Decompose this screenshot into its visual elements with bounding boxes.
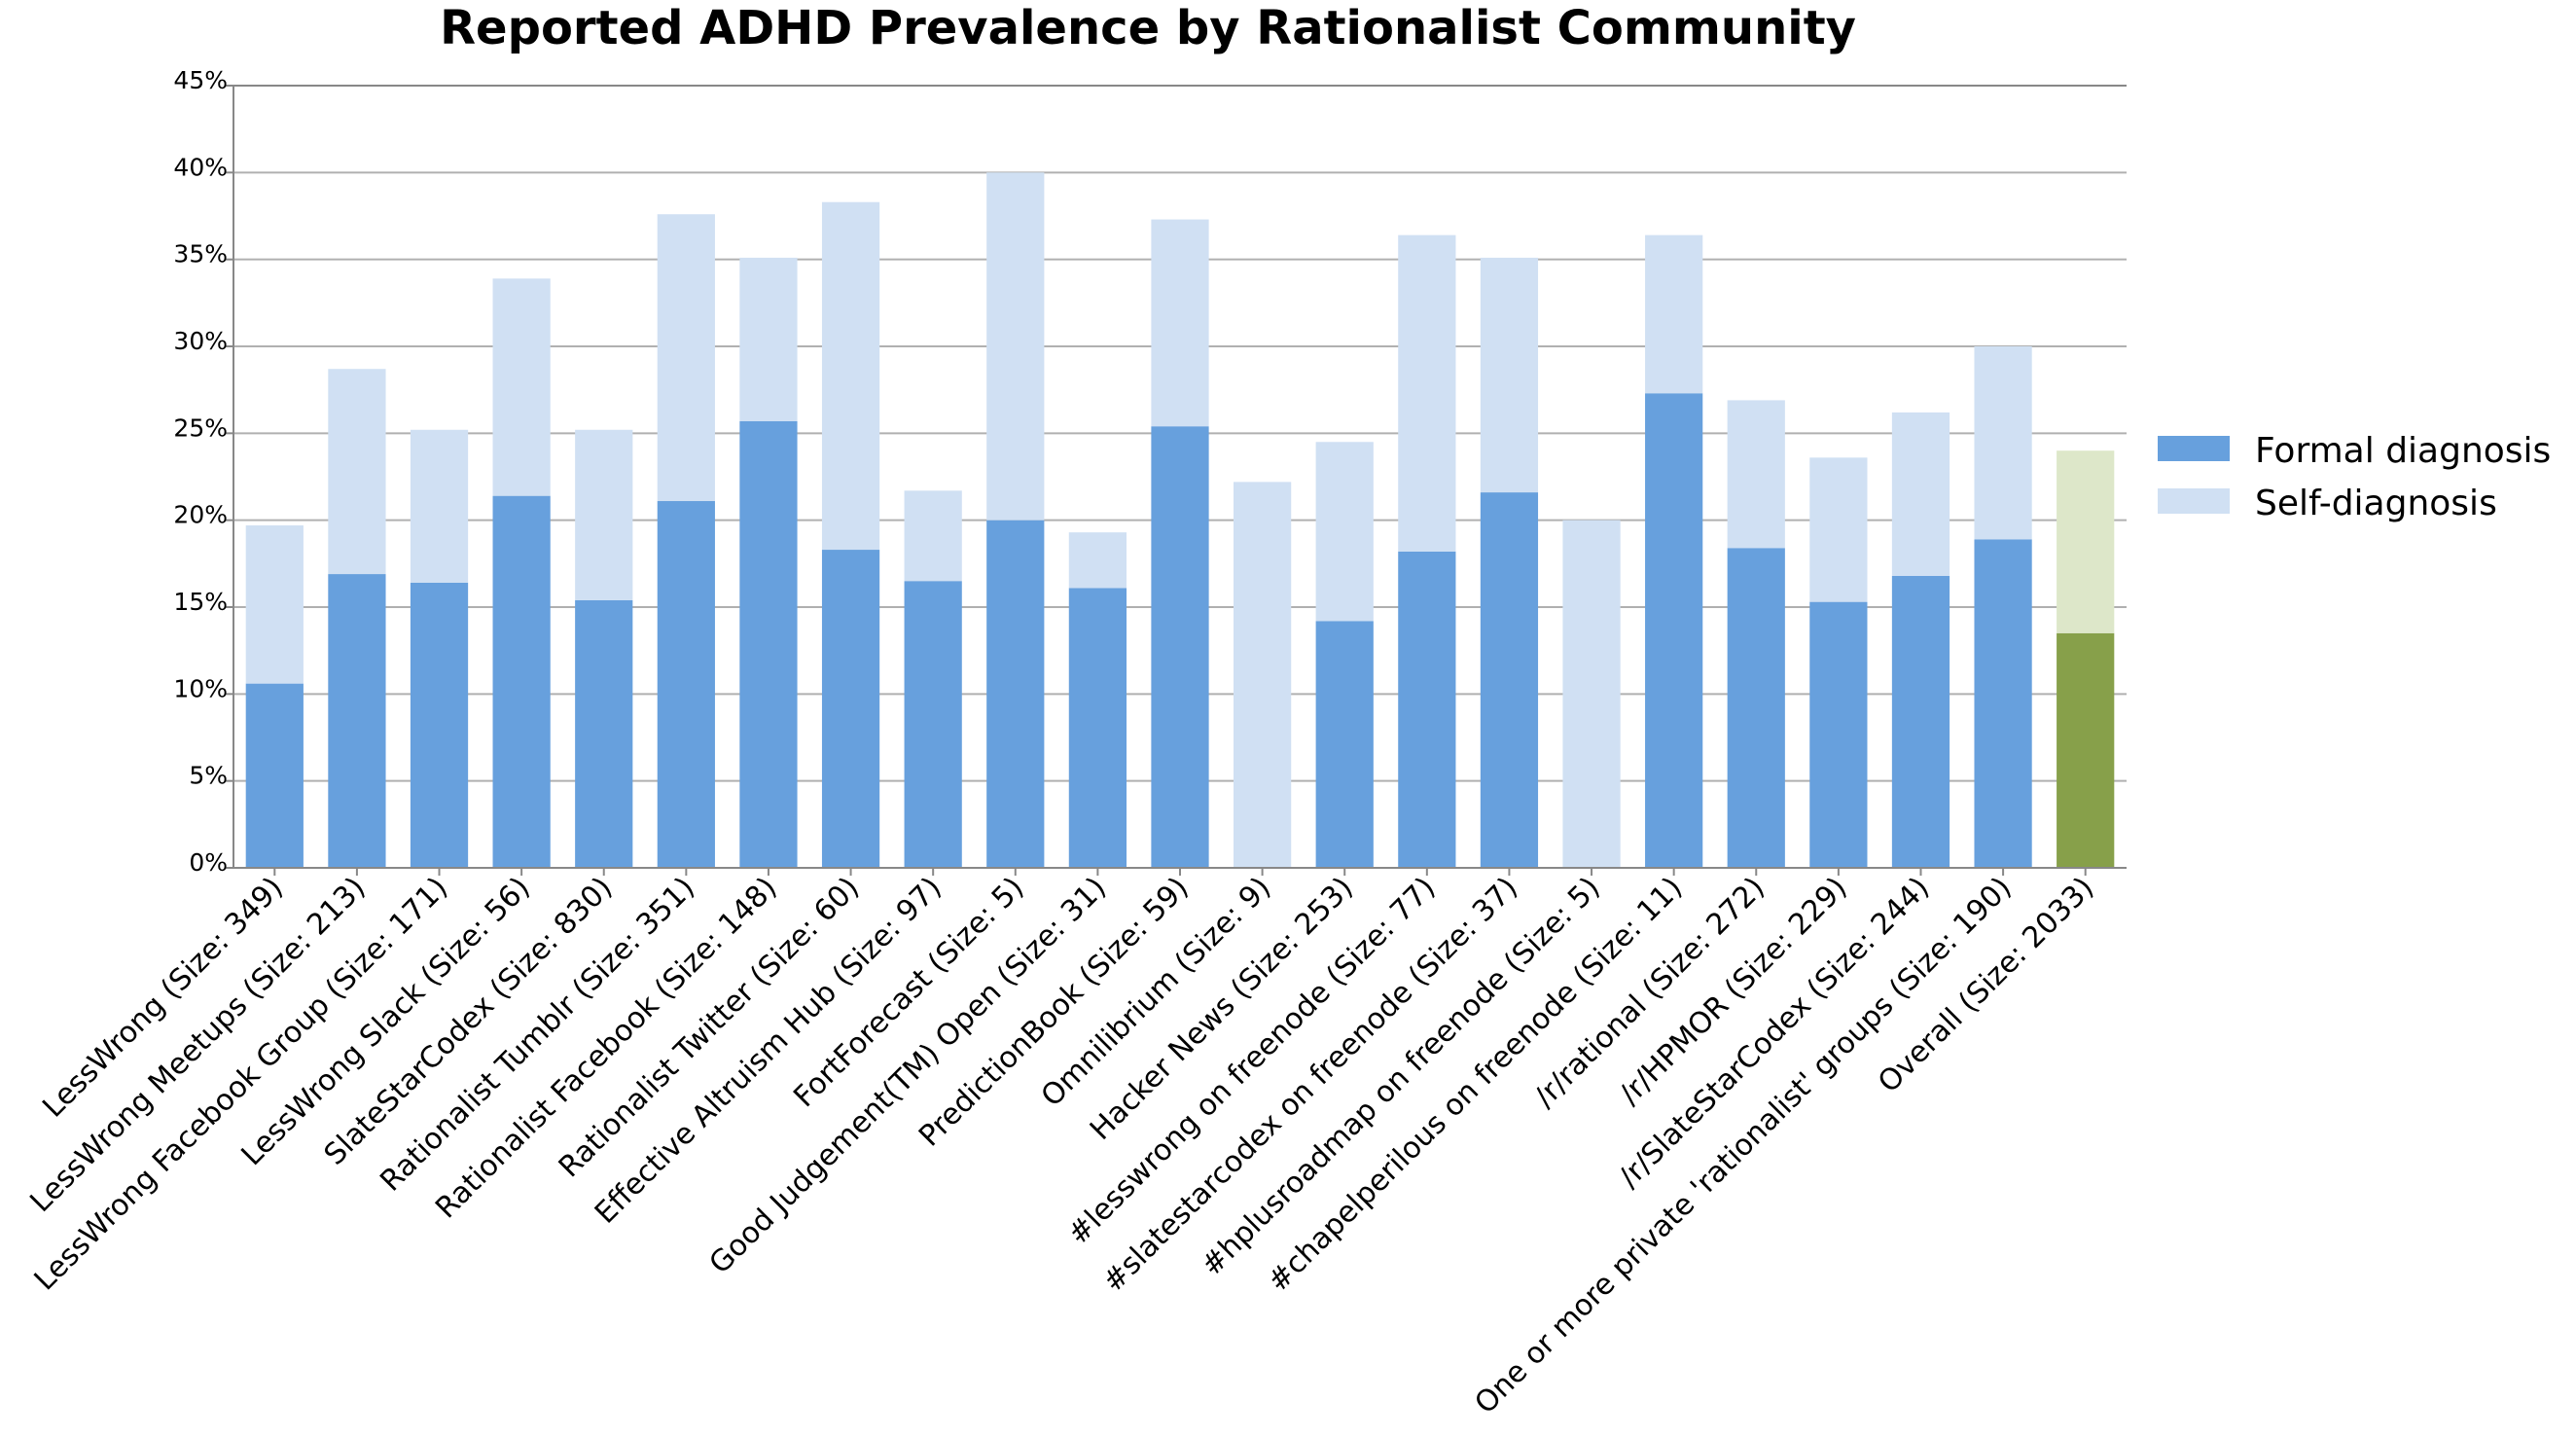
legend-swatch-self-diagnosis bbox=[2158, 488, 2230, 514]
bar-self-diagnosis-15 bbox=[1398, 234, 1456, 552]
bars bbox=[245, 172, 2115, 876]
bar-formal-diagnosis-10 bbox=[986, 520, 1045, 868]
bar-formal-diagnosis-9 bbox=[904, 581, 962, 868]
bar-self-diagnosis-19 bbox=[1727, 400, 1785, 549]
bar-self-diagnosis-20 bbox=[1809, 457, 1868, 602]
bar-self-diagnosis-12 bbox=[1151, 219, 1209, 427]
bar-formal-diagnosis-5 bbox=[575, 599, 633, 868]
bar-formal-diagnosis-1 bbox=[245, 683, 304, 868]
bar-formal-diagnosis-16 bbox=[1480, 492, 1539, 868]
bar-self-diagnosis-18 bbox=[1645, 234, 1703, 394]
bar-self-diagnosis-10 bbox=[986, 172, 1045, 521]
y-tick-label: 40% bbox=[173, 153, 228, 181]
bar-formal-diagnosis-11 bbox=[1068, 588, 1127, 868]
y-tick-label: 35% bbox=[173, 240, 228, 269]
y-tick-label: 25% bbox=[173, 413, 228, 442]
y-tick-label: 45% bbox=[173, 66, 228, 94]
x-tick-label: LessWrong Meetups (Size: 213) bbox=[23, 871, 372, 1219]
axes bbox=[233, 85, 2127, 869]
bar-self-diagnosis-8 bbox=[821, 201, 880, 551]
legend: Formal diagnosis Self-diagnosis bbox=[2158, 431, 2551, 523]
bar-self-diagnosis-22 bbox=[1974, 346, 2032, 540]
bar-formal-diagnosis-19 bbox=[1727, 548, 1785, 868]
chart-title: Reported ADHD Prevalence by Rationalist … bbox=[440, 1, 1856, 55]
bar-formal-diagnosis-20 bbox=[1809, 601, 1868, 868]
bar-formal-diagnosis-22 bbox=[1974, 539, 2032, 868]
bar-formal-diagnosis-18 bbox=[1645, 393, 1703, 868]
bar-self-diagnosis-7 bbox=[739, 257, 798, 421]
bar-self-diagnosis-9 bbox=[904, 490, 962, 582]
bar-self-diagnosis-3 bbox=[410, 429, 469, 583]
legend-label-formal-diagnosis: Formal diagnosis bbox=[2255, 431, 2551, 471]
y-tick-label: 20% bbox=[173, 501, 228, 529]
bar-self-diagnosis-2 bbox=[328, 369, 386, 575]
bar-formal-diagnosis-15 bbox=[1398, 551, 1456, 868]
bar-formal-diagnosis-23 bbox=[2057, 632, 2115, 868]
bar-self-diagnosis-5 bbox=[575, 429, 633, 600]
bar-formal-diagnosis-21 bbox=[1891, 575, 1950, 868]
legend-label-self-diagnosis: Self-diagnosis bbox=[2255, 484, 2497, 523]
bar-self-diagnosis-17 bbox=[1562, 520, 1621, 868]
bar-self-diagnosis-16 bbox=[1480, 257, 1539, 493]
bar-formal-diagnosis-12 bbox=[1151, 426, 1209, 868]
y-tick-label: 15% bbox=[173, 588, 228, 616]
y-tick-labels: 0% 5% 10% 15% 20% 25% 30% 35% 40% 45% bbox=[173, 66, 228, 877]
y-tick-label: 30% bbox=[173, 327, 228, 355]
y-tick-label: 0% bbox=[189, 848, 228, 877]
bar-formal-diagnosis-7 bbox=[739, 420, 798, 868]
y-tick-label: 10% bbox=[173, 674, 228, 702]
x-tick-label: One or more private 'rationalist' groups… bbox=[1468, 871, 2018, 1420]
y-tick-label: 5% bbox=[189, 762, 228, 790]
bar-self-diagnosis-21 bbox=[1891, 412, 1950, 576]
x-tick-label: Rationalist Twitter (Size: 60) bbox=[553, 871, 866, 1184]
bar-self-diagnosis-23 bbox=[2057, 450, 2115, 633]
x-tick-labels: LessWrong (Size: 349)LessWrong Meetups (… bbox=[23, 871, 2100, 1420]
bar-formal-diagnosis-2 bbox=[328, 574, 386, 868]
bar-self-diagnosis-11 bbox=[1068, 532, 1127, 589]
bar-self-diagnosis-6 bbox=[657, 214, 715, 502]
bar-self-diagnosis-1 bbox=[245, 525, 304, 684]
bar-formal-diagnosis-14 bbox=[1315, 621, 1374, 868]
bar-self-diagnosis-13 bbox=[1233, 482, 1292, 868]
bar-self-diagnosis-14 bbox=[1315, 442, 1374, 622]
bar-formal-diagnosis-8 bbox=[821, 550, 880, 868]
bar-formal-diagnosis-6 bbox=[657, 501, 715, 868]
bar-self-diagnosis-4 bbox=[492, 278, 551, 496]
bar-formal-diagnosis-4 bbox=[492, 495, 551, 868]
legend-swatch-formal-diagnosis bbox=[2158, 436, 2230, 461]
bar-formal-diagnosis-3 bbox=[410, 582, 469, 868]
